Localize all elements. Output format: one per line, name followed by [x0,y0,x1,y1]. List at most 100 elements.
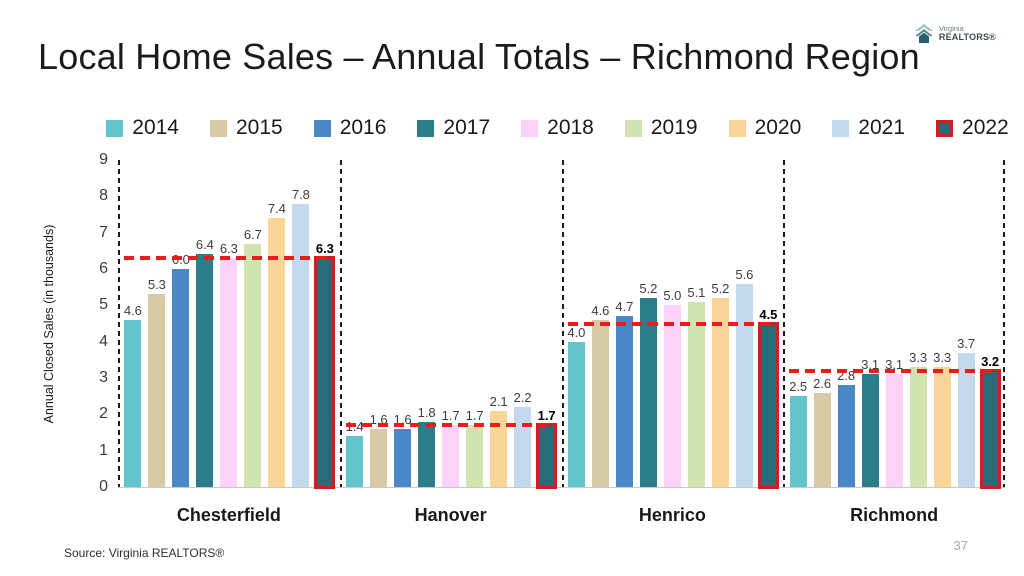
bar-2018-hanover: 1.7 [442,408,460,487]
bar-value-2020-henrico: 5.2 [711,281,730,297]
legend-item-2014: 2014 [106,116,179,140]
bar-2014-hanover: 1.4 [346,419,364,487]
legend-item-2019: 2019 [624,116,698,140]
bar-2015-henrico: 4.6 [591,303,609,487]
y-tick-4: 4 [99,332,108,350]
bar-value-2018-hanover: 1.7 [441,408,460,424]
bar-2015-chesterfield: 5.3 [148,277,166,487]
bar-value-2020-chesterfield: 7.4 [267,201,286,217]
legend-label-2016: 2016 [339,116,387,139]
bar-value-2022-hanover: 1.7 [537,408,556,424]
bar-value-2015-henrico: 4.6 [591,302,610,318]
bar-2021-richmond: 3.7 [957,336,975,487]
bar-2022-henrico: 4.5 [757,307,779,489]
category-label-hanover: Hanover [414,505,487,525]
group-divider [561,160,564,487]
legend-item-2022: 2022 [936,116,1009,140]
bar-2015-hanover: 1.6 [370,412,388,487]
legend-label-2015: 2015 [235,116,283,139]
bar-2022-chesterfield: 6.3 [314,241,336,489]
group-richmond: 2.5 2.6 2.8 3.1 3.1 3.3 3.3 3.7 3.2 [783,160,1005,490]
group-henrico: 4.0 4.6 4.7 5.2 5.0 5.1 5.2 5.6 4.5 [562,160,784,489]
bar-value-2019-chesterfield: 6.7 [243,226,262,242]
legend-item-2020: 2020 [728,116,802,140]
bar-value-2021-richmond: 3.7 [957,335,976,351]
group-divider [339,160,342,487]
bar-value-2020-hanover: 2.1 [489,393,508,409]
group-chesterfield: 4.6 5.3 6.0 6.4 6.3 6.7 7.4 7.8 6.3 [118,160,340,489]
bar-value-2014-henrico: 4.0 [567,324,586,340]
source-note: Source: Virginia REALTORS® [64,546,225,560]
legend-swatch-2021 [832,119,850,137]
y-axis-title: Annual Closed Sales (in thousands) [42,224,56,423]
bar-value-2018-chesterfield: 6.3 [219,241,238,257]
bar-value-2016-henrico: 4.7 [615,299,634,315]
virginia-realtors-logo: Virginia REALTORS® [913,24,996,44]
bar-value-2020-richmond: 3.3 [933,350,952,366]
category-label-richmond: Richmond [850,505,939,525]
y-tick-7: 7 [99,223,108,241]
bar-2020-chesterfield: 7.4 [268,201,286,487]
group-divider [118,160,120,487]
bar-value-2017-hanover: 1.8 [417,404,436,420]
bar-2016-richmond: 2.8 [837,368,855,487]
group-divider [1003,160,1005,487]
bar-2020-richmond: 3.3 [933,350,951,487]
legend-label-2017: 2017 [443,116,491,139]
legend-swatch-2018 [521,119,539,137]
page-title: Local Home Sales – Annual Totals – Richm… [38,36,920,77]
legend-label-2018: 2018 [547,116,594,139]
legend-swatch-2015 [209,119,227,137]
bar-value-2019-hanover: 1.7 [465,408,484,424]
y-tick-3: 3 [99,369,108,386]
legend-label-2019: 2019 [650,116,698,139]
y-tick-6: 6 [99,260,108,277]
bar-value-2015-chesterfield: 5.3 [147,277,166,293]
bar-2018-richmond: 3.1 [885,357,903,487]
logo-line-realtors: REALTORS® [938,32,996,43]
bar-2019-henrico: 5.1 [687,285,705,487]
bar-value-2017-richmond: 3.1 [861,357,880,373]
bar-2014-richmond: 2.5 [789,379,807,487]
bars-henrico: 4.0 4.6 4.7 5.2 5.0 5.1 5.2 5.6 4.5 [562,160,784,489]
reference-line-henrico [567,321,777,326]
y-tick-0: 0 [99,478,108,495]
bar-value-2015-richmond: 2.6 [813,375,832,391]
bar-value-2021-chesterfield: 7.8 [291,186,310,202]
bars-richmond: 2.5 2.6 2.8 3.1 3.1 3.3 3.3 3.7 3.2 [783,160,1005,490]
bars-hanover: 1.4 1.6 1.6 1.8 1.7 1.7 2.1 2.2 1.7 [340,160,562,489]
bar-value-2019-richmond: 3.3 [909,350,928,366]
bar-value-2017-henrico: 5.2 [639,281,658,297]
legend-label-2022: 2022 [962,116,1009,139]
bar-2014-chesterfield: 4.6 [124,303,142,487]
legend-label-2021: 2021 [858,116,906,139]
bar-value-2015-hanover: 1.6 [369,411,388,427]
y-tick-5: 5 [99,296,108,314]
group-divider [783,160,786,487]
legend-item-2018: 2018 [521,116,594,140]
bar-value-2022-chesterfield: 6.3 [315,241,334,257]
x-axis-baseline [118,487,1005,488]
bar-2018-henrico: 5.0 [663,288,681,487]
bar-2015-richmond: 2.6 [813,376,831,487]
bar-2020-henrico: 5.2 [711,281,729,487]
bar-value-2018-richmond: 3.1 [885,357,904,373]
legend-swatch-2016 [313,119,331,137]
bar-2022-richmond: 3.2 [979,354,1001,490]
legend-label-2020: 2020 [754,116,802,139]
bar-2021-hanover: 2.2 [514,390,532,487]
logo-line-virginia: Virginia [938,24,964,34]
y-tick-1: 1 [99,441,108,459]
bar-2017-hanover: 1.8 [418,405,436,487]
bar-2021-henrico: 5.6 [735,267,753,487]
legend-item-2021: 2021 [832,116,905,140]
bar-value-2022-henrico: 4.5 [759,306,778,322]
bar-value-2021-henrico: 5.6 [735,266,754,282]
legend-label-2014: 2014 [132,116,179,139]
group-hanover: 1.4 1.6 1.6 1.8 1.7 1.7 2.1 2.2 1.7 [340,160,562,489]
bar-2019-richmond: 3.3 [909,350,927,487]
chart-legend: 2014 2015 2016 2017 2018 2019 2020 2021 2022 [106,116,1009,140]
legend-swatch-2019 [624,119,642,137]
bar-2021-chesterfield: 7.8 [292,187,310,487]
